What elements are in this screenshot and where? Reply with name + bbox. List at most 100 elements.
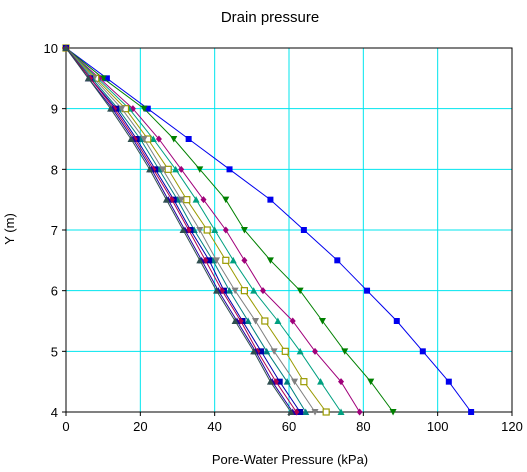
point (192, 196, 200, 203)
point (226, 166, 233, 173)
point (170, 136, 178, 143)
point (267, 196, 274, 203)
point (196, 166, 204, 173)
point (287, 408, 295, 415)
point (297, 409, 304, 415)
point (276, 378, 283, 385)
point (322, 408, 330, 416)
point (419, 348, 426, 355)
point (149, 135, 157, 142)
point (144, 105, 151, 112)
x-axis-title: Pore-Water Pressure (kPa) (212, 452, 368, 467)
point (162, 196, 170, 203)
axis-ticks: 0 20 40 60 80 100 120 4 5 6 7 8 9 10 (44, 41, 523, 434)
y-axis-title: Y (m) (2, 213, 17, 245)
point (172, 165, 180, 173)
point (317, 378, 325, 385)
point (222, 196, 230, 204)
point (300, 378, 308, 386)
point (155, 135, 162, 143)
point (334, 257, 341, 264)
point (270, 348, 278, 355)
series (62, 44, 295, 415)
point (445, 378, 452, 385)
point (84, 74, 92, 82)
point (206, 257, 213, 264)
point (281, 347, 289, 355)
y-tick-label: 6 (51, 284, 58, 299)
point (337, 408, 345, 415)
point (211, 226, 219, 233)
x-tick-label: 60 (282, 419, 296, 434)
point (241, 256, 248, 264)
point (146, 165, 154, 173)
point (99, 75, 107, 82)
point (312, 347, 319, 355)
point (266, 378, 274, 385)
point (177, 196, 185, 204)
point (222, 256, 230, 264)
point (103, 75, 110, 82)
x-tick-label: 40 (207, 419, 221, 434)
point (356, 408, 363, 416)
point (468, 409, 475, 415)
point (229, 256, 237, 264)
point (250, 347, 258, 355)
point (244, 317, 252, 324)
point (203, 226, 211, 234)
point (300, 227, 307, 233)
point (185, 136, 192, 142)
x-tick-label: 0 (62, 419, 69, 434)
point (213, 257, 221, 264)
point (389, 409, 397, 416)
point (364, 287, 371, 294)
x-tick-label: 80 (356, 419, 370, 434)
point (302, 408, 310, 415)
point (178, 165, 185, 173)
point (213, 287, 221, 294)
point (240, 287, 248, 295)
point (338, 378, 345, 386)
point (231, 317, 239, 324)
point (183, 196, 191, 204)
point (222, 226, 229, 234)
x-tick-label: 20 (133, 419, 147, 434)
point (393, 318, 400, 324)
y-tick-label: 7 (51, 223, 58, 238)
point (283, 378, 291, 385)
x-tick-label: 100 (427, 419, 449, 434)
series-group (62, 44, 475, 416)
point (296, 287, 304, 295)
point (258, 348, 265, 355)
point (240, 227, 248, 234)
point (318, 318, 326, 325)
point (252, 318, 260, 325)
point (179, 226, 187, 233)
x-tick-label: 120 (501, 419, 523, 434)
point (250, 287, 258, 294)
point (263, 347, 271, 355)
point (200, 196, 207, 204)
chart-title: Drain pressure (221, 9, 319, 26)
point (196, 256, 204, 264)
point (289, 317, 296, 325)
y-tick-label: 4 (51, 405, 58, 420)
point (127, 135, 135, 142)
point (140, 136, 148, 143)
point (196, 227, 204, 234)
point (311, 409, 319, 416)
point (266, 257, 274, 264)
y-tick-label: 9 (51, 102, 58, 117)
point (159, 166, 167, 173)
y-tick-label: 8 (51, 162, 58, 177)
y-tick-label: 5 (51, 344, 58, 359)
point (62, 44, 70, 51)
point (259, 287, 266, 295)
point (261, 317, 269, 325)
point (274, 317, 282, 324)
point (107, 105, 115, 112)
point (231, 287, 239, 295)
point (118, 105, 126, 113)
point (226, 287, 234, 294)
